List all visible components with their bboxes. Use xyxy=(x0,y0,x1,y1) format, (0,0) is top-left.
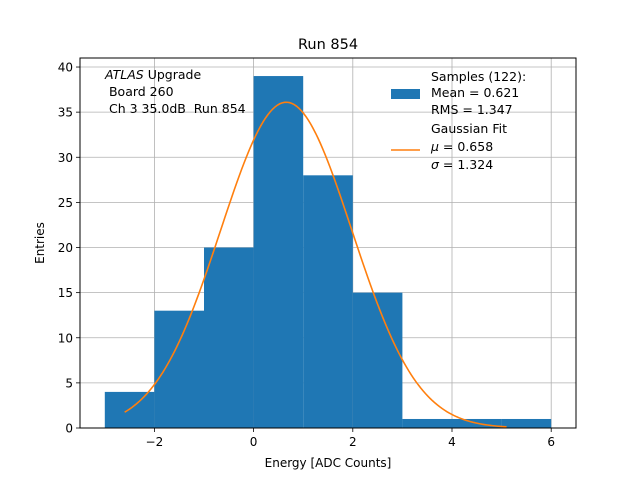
annotation-line-1: ATLAS Upgrade xyxy=(104,67,201,82)
gaussian-fit xyxy=(124,101,507,428)
annotation-line-3: Ch 3 35.0dB Run 854 xyxy=(105,101,246,116)
axes-frame xyxy=(79,57,577,429)
y-tick-label: 15 xyxy=(58,286,73,300)
histogram-bar xyxy=(501,418,552,428)
legend-samples-title: Samples (122): xyxy=(431,69,526,84)
legend-samples-rms: RMS = 1.347 xyxy=(431,102,513,117)
histogram-bars xyxy=(104,76,552,429)
y-tick-label: 10 xyxy=(58,331,73,345)
legend-mu-symbol: μ xyxy=(430,139,439,154)
chart-title: Run 854 xyxy=(298,37,358,53)
x-tick-label: 2 xyxy=(349,435,357,449)
histogram-bar xyxy=(154,310,204,428)
annotation-atlas: ATLAS xyxy=(104,67,144,82)
annotation-line-2: Board 260 xyxy=(105,84,174,99)
y-axis-label: Entries xyxy=(33,222,47,264)
x-axis-ticks: −2 0 2 4 6 xyxy=(146,428,555,449)
y-tick-label: 40 xyxy=(58,61,73,75)
legend: Samples (122): Mean = 0.621 RMS = 1.347 … xyxy=(391,69,526,172)
y-tick-label: 35 xyxy=(58,106,73,120)
x-tick-label: −2 xyxy=(146,435,164,449)
histogram-bar xyxy=(402,418,452,428)
gaussian-fit-curve xyxy=(124,101,507,428)
legend-sigma-symbol: σ xyxy=(431,157,440,172)
y-tick-label: 0 xyxy=(65,422,73,436)
x-tick-label: 0 xyxy=(250,435,258,449)
histogram-bar xyxy=(352,292,403,428)
x-axis-label: Energy [ADC Counts] xyxy=(265,456,392,470)
y-axis-ticks: 0 5 10 15 20 25 30 35 40 xyxy=(58,61,80,436)
legend-fit-sigma: σ = 1.324 xyxy=(431,157,493,172)
histogram-bar xyxy=(204,247,254,428)
histogram-bar xyxy=(303,175,353,428)
x-tick-label: 4 xyxy=(448,435,456,449)
legend-fit-mu: μ = 0.658 xyxy=(430,139,493,154)
y-tick-label: 5 xyxy=(65,376,73,390)
legend-sigma-value: = 1.324 xyxy=(439,157,493,172)
legend-mu-value: = 0.658 xyxy=(439,139,493,154)
legend-fit-title: Gaussian Fit xyxy=(431,121,507,136)
histogram-bar xyxy=(253,76,304,429)
y-tick-label: 20 xyxy=(58,241,73,255)
legend-samples-mean: Mean = 0.621 xyxy=(431,85,519,100)
legend-samples-swatch xyxy=(391,89,420,99)
y-tick-label: 30 xyxy=(58,151,73,165)
info-annotation: ATLAS Upgrade Board 260 Ch 3 35.0dB Run … xyxy=(104,67,246,116)
annotation-upgrade: Upgrade xyxy=(144,67,202,82)
x-tick-label: 6 xyxy=(547,435,555,449)
y-tick-label: 25 xyxy=(58,196,73,210)
